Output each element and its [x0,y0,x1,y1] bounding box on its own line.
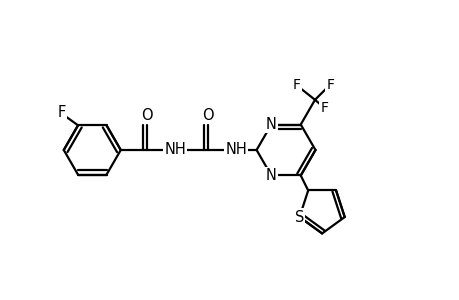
Text: F: F [320,101,328,116]
Text: F: F [325,78,334,92]
Text: F: F [57,104,65,119]
Text: O: O [141,108,152,123]
Text: O: O [202,108,213,123]
Text: NH: NH [164,142,186,158]
Text: N: N [265,168,276,183]
Text: N: N [265,117,276,132]
Text: S: S [294,209,303,224]
Text: NH: NH [225,142,246,158]
Text: F: F [292,78,300,92]
